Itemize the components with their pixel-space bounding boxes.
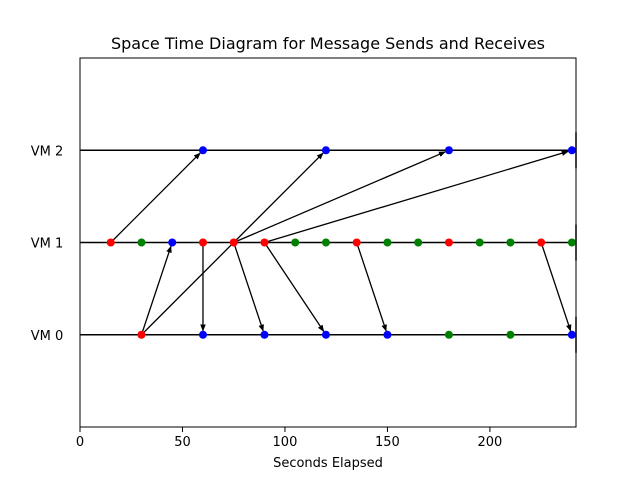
chart-title: Space Time Diagram for Message Sends and…	[111, 34, 545, 53]
vm-0-internal-event-5	[444, 330, 453, 339]
x-tick-label-100: 100	[273, 435, 298, 450]
vm-1-internal-event-6	[291, 238, 300, 247]
axes: 0 50 100 150 200 VM 0 VM 1 VM 2	[31, 144, 503, 450]
vm-2-receive-event-1	[321, 146, 330, 155]
vm-0-receive-event-1	[198, 330, 207, 339]
vm-1-send-event-8	[352, 238, 361, 247]
vm-2-receive-event-2	[444, 146, 453, 155]
vm-1-send-event-3	[198, 238, 207, 247]
x-axis-label: Seconds Elapsed	[273, 456, 383, 471]
vm-0-receive-event-7	[567, 330, 576, 339]
vm-0-send-event-0	[137, 330, 146, 339]
message-arrow-5	[233, 151, 446, 244]
vm-1-send-event-4	[229, 238, 238, 247]
message-arrow-9	[540, 242, 572, 332]
y-tick-label-vm-1: VM 1	[31, 237, 64, 252]
vm-1-internal-event-12	[475, 238, 484, 247]
vm-2-receive-event-0	[198, 146, 207, 155]
plot-frame	[79, 57, 577, 428]
vm-1-internal-event-13	[506, 238, 515, 247]
vm-1-internal-event-15	[567, 238, 576, 247]
vm-1-internal-event-10	[414, 238, 423, 247]
vm-1-receive-event-2	[168, 238, 177, 247]
x-tick-label-0: 0	[76, 435, 84, 450]
vm-1-send-event-14	[537, 238, 546, 247]
message-arrow-0	[110, 152, 201, 243]
vm-1-send-event-5	[260, 238, 269, 247]
y-tick-label-vm-0: VM 0	[31, 329, 64, 344]
vm-0-internal-event-6	[506, 330, 515, 339]
vm-1-internal-event-1	[137, 238, 146, 247]
vm-2-receive-event-3	[567, 146, 576, 155]
message-arrow-8	[356, 242, 387, 332]
x-tick-label-50: 50	[174, 435, 191, 450]
vm-1-send-event-0	[106, 238, 115, 247]
vm-1-internal-event-7	[321, 238, 330, 247]
y-tick-label-vm-2: VM 2	[31, 144, 64, 159]
message-arrow-6	[263, 242, 325, 333]
message-arrow-7	[264, 150, 569, 244]
vm-0-receive-event-4	[383, 330, 392, 339]
x-tick-label-150: 150	[375, 435, 400, 450]
vm-0-receive-event-2	[260, 330, 269, 339]
vm-1-send-event-11	[444, 238, 453, 247]
plot-area	[80, 132, 577, 353]
message-arrow-4	[233, 242, 264, 332]
vm-1-internal-event-9	[383, 238, 392, 247]
vm-0-receive-event-3	[321, 330, 330, 339]
x-tick-label-200: 200	[478, 435, 503, 450]
message-arrow-1	[140, 245, 172, 335]
